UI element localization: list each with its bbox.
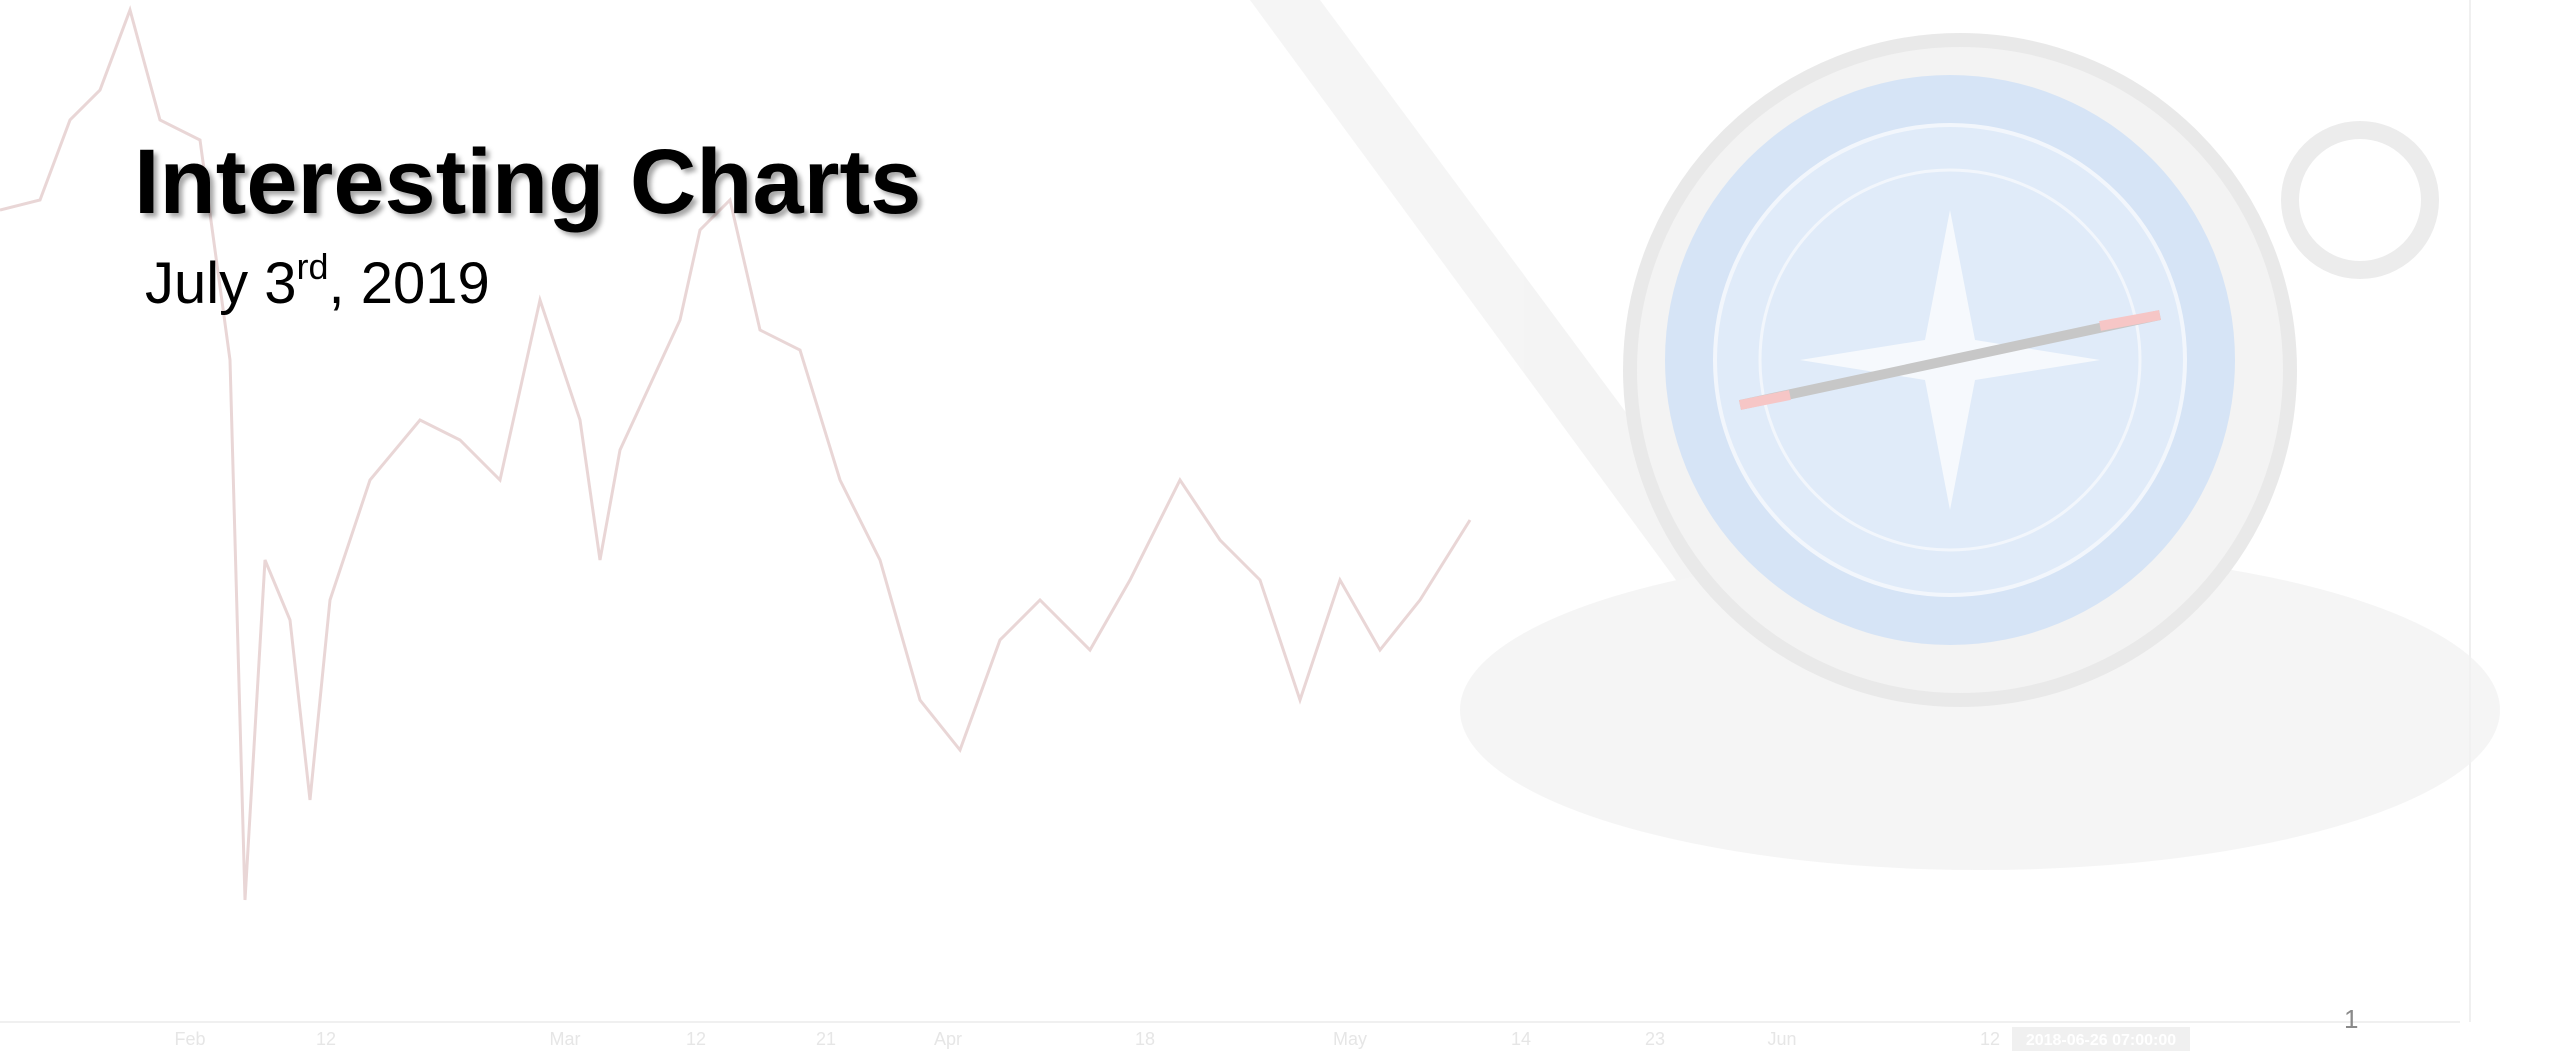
background-axis-label: Feb: [174, 1029, 205, 1049]
background-axis-label: 21: [816, 1029, 836, 1049]
background-axis-label: 12: [316, 1029, 336, 1049]
background-axis-label: 12: [686, 1029, 706, 1049]
date-text: , 2019: [329, 251, 490, 316]
compass: [1250, 0, 2500, 870]
background-axis-label: May: [1333, 1029, 1367, 1049]
slide: Feb 12 Mar 12 21 Apr 18 May 14 23 Jun 12 2018-06-26 …: [0, 0, 2554, 1051]
background-axis-label: 12: [1980, 1029, 2000, 1049]
background-axis-label: 18: [1135, 1029, 1155, 1049]
slide-title: Interesting Charts: [134, 130, 921, 235]
background-axis-label: 23: [1645, 1029, 1665, 1049]
background-axis-label: Mar: [550, 1029, 581, 1049]
slide-date: July 3rd, 2019: [145, 246, 490, 317]
background-axis-label: 14: [1511, 1029, 1531, 1049]
page-number: 1: [2344, 1004, 2358, 1035]
date-text: July 3: [145, 251, 297, 316]
background-timestamp: 2018-06-26 07:00:00: [2026, 1032, 2176, 1049]
background-axis-label: Apr: [934, 1029, 962, 1049]
date-superscript: rd: [297, 246, 329, 287]
background-axis-label: Jun: [1767, 1029, 1796, 1049]
